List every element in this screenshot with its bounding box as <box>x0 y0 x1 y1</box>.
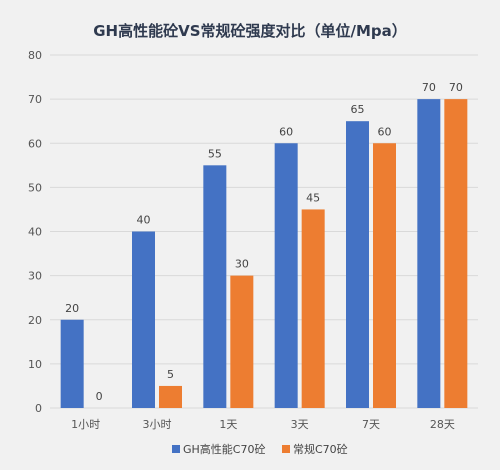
data-label: 70 <box>422 81 436 94</box>
legend-label: 常规C70砼 <box>293 442 348 456</box>
data-label: 40 <box>137 214 151 227</box>
bar-normal <box>230 275 254 408</box>
data-label: 5 <box>167 368 174 381</box>
bar-gh <box>417 99 441 408</box>
bar-normal <box>373 143 396 408</box>
y-tick-label: 40 <box>28 226 42 239</box>
data-label: 55 <box>208 147 222 160</box>
data-label: 20 <box>65 302 79 315</box>
x-tick-label: 3天 <box>291 418 309 431</box>
bar-normal <box>301 209 325 408</box>
grid <box>50 54 478 409</box>
data-label: 70 <box>449 81 463 94</box>
y-tick-label: 0 <box>35 402 42 415</box>
bar-normal <box>159 385 182 408</box>
y-tick-label: 30 <box>28 270 42 283</box>
y-tick-label: 60 <box>28 137 42 150</box>
x-tick-label: 7天 <box>362 418 380 431</box>
bar-gh <box>60 319 84 408</box>
data-label: 65 <box>351 103 365 116</box>
y-tick-label: 10 <box>28 358 42 371</box>
chart-title: GH高性能砼VS常规砼强度对比（单位/Mpa） <box>93 22 407 40</box>
y-tick-label: 80 <box>28 49 42 62</box>
legend: GH高性能C70砼 常规C70砼 <box>172 442 348 456</box>
legend-swatch <box>172 445 180 453</box>
bar-gh <box>274 143 298 408</box>
data-label: 60 <box>378 125 392 138</box>
y-tick-label: 70 <box>28 93 42 106</box>
x-tick-label: 28天 <box>430 418 455 431</box>
y-axis: 0 10 20 30 40 50 60 70 80 <box>28 49 42 415</box>
data-label: 60 <box>279 125 293 138</box>
bar-normal <box>444 99 468 408</box>
legend-label: GH高性能C70砼 <box>183 442 265 456</box>
bar-gh <box>132 231 155 408</box>
legend-swatch <box>282 445 290 453</box>
data-label: 0 <box>96 390 103 403</box>
x-tick-label: 1天 <box>219 418 237 431</box>
bar-gh <box>203 165 227 408</box>
bar-gh <box>346 121 369 408</box>
y-tick-label: 50 <box>28 181 42 194</box>
x-axis: 1小时 3小时 1天 3天 7天 28天 <box>71 418 455 431</box>
x-tick-label: 1小时 <box>71 418 100 431</box>
y-tick-label: 20 <box>28 314 42 327</box>
x-tick-label: 3小时 <box>143 418 172 431</box>
data-label: 30 <box>235 258 249 271</box>
data-label: 45 <box>306 191 320 204</box>
